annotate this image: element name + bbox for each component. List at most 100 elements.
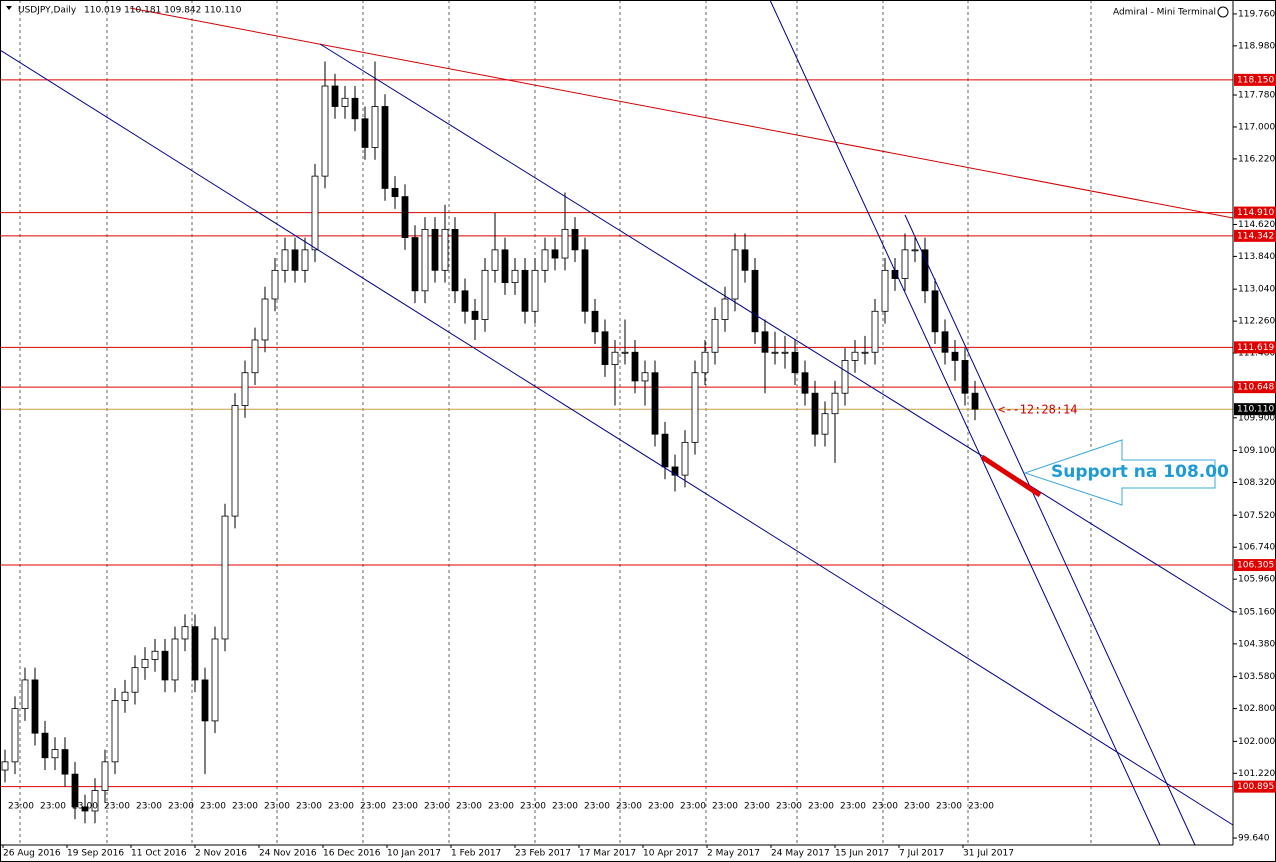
candle-body	[581, 249, 589, 312]
y-tick-label: 109.900	[1238, 413, 1275, 423]
session-label: 23:00	[72, 802, 98, 812]
y-tick-label: 105.960	[1238, 575, 1275, 585]
y-tick-label: 113.040	[1238, 285, 1275, 295]
y-tick-label: 108.320	[1238, 478, 1275, 488]
candle-body	[171, 638, 179, 681]
x-tick-label: 11 Oct 2016	[131, 849, 187, 859]
candle-body	[851, 351, 859, 361]
x-tick-label: 26 Aug 2016	[3, 849, 61, 859]
symbol-title: USDJPY,Daily	[18, 6, 77, 16]
candle-body	[111, 700, 119, 763]
candle-body	[71, 773, 79, 808]
candle-body	[551, 249, 559, 259]
candle-body	[371, 106, 379, 148]
candle-body	[191, 626, 199, 681]
x-tick-label: 15 Jun 2017	[835, 849, 889, 859]
y-tick-label: 117.780	[1238, 91, 1275, 101]
x-tick-label: 24 May 2017	[771, 849, 830, 859]
candle-body	[341, 97, 349, 107]
y-tick-label: 107.520	[1238, 511, 1275, 521]
session-label: 23:00	[840, 802, 866, 812]
candle-body	[321, 85, 329, 177]
candle-body	[561, 228, 569, 259]
session-label: 23:00	[552, 802, 578, 812]
y-tick-label: 109.100	[1238, 446, 1275, 456]
candle-body	[911, 249, 919, 252]
session-label: 23:00	[104, 802, 130, 812]
candle-body	[201, 679, 209, 722]
candle-body	[501, 249, 509, 284]
candle-body	[391, 188, 399, 198]
candle-body	[121, 691, 129, 701]
session-label: 23:00	[136, 802, 162, 812]
y-tick-label: 117.000	[1238, 122, 1275, 132]
x-tick-label: 19 Sep 2016	[67, 849, 124, 859]
session-label: 23:00	[904, 802, 930, 812]
candle-body	[231, 405, 239, 517]
session-label: 23:00	[392, 802, 418, 812]
candle-body	[51, 749, 59, 759]
session-label: 23:00	[936, 802, 962, 812]
session-label: 23:00	[168, 802, 194, 812]
candle-body	[241, 372, 249, 406]
countdown: <--12:28:14	[998, 403, 1077, 417]
candle-body	[221, 515, 229, 640]
candle-body	[491, 249, 499, 271]
y-tick-label: 112.260	[1238, 317, 1275, 327]
y-tick-label: 104.380	[1238, 639, 1275, 649]
candle-body	[721, 298, 729, 320]
session-label: 23:00	[8, 802, 34, 812]
session-label: 23:00	[584, 802, 610, 812]
x-tick-label: 24 Nov 2016	[259, 849, 317, 859]
candle-body	[41, 732, 49, 759]
x-tick-label: 2 May 2017	[707, 849, 760, 859]
level-label: 111.619	[1237, 343, 1274, 353]
terminal-icon	[1217, 6, 1229, 18]
annotation: Support na 108.00	[1051, 462, 1229, 482]
candle-body	[771, 351, 779, 354]
candle-body	[431, 228, 439, 271]
level-tag	[1234, 780, 1276, 793]
session-label: 23:00	[712, 802, 738, 812]
candle-body	[971, 392, 979, 410]
session-label: 23:00	[264, 802, 290, 812]
session-label: 23:00	[680, 802, 706, 812]
x-tick-label: 23 Feb 2017	[515, 849, 571, 859]
candle-body	[381, 106, 389, 189]
trend-lines	[0, 0, 1234, 846]
candle-body	[331, 85, 339, 107]
candle-body	[811, 392, 819, 435]
candle-body	[921, 249, 929, 292]
candle-body	[571, 228, 579, 251]
session-label: 23:00	[872, 802, 898, 812]
candle-body	[871, 310, 879, 353]
candle-body	[531, 269, 539, 312]
candle-body	[631, 351, 639, 382]
level-tag	[1234, 206, 1276, 219]
candle-body	[731, 249, 739, 300]
candle-body	[271, 269, 279, 300]
session-label: 23:00	[40, 802, 66, 812]
level-tag	[1234, 341, 1276, 354]
y-tick-label: 118.980	[1238, 41, 1275, 51]
candle-body	[781, 351, 789, 354]
candle-body	[291, 249, 299, 271]
candle-body	[661, 433, 669, 468]
session-label: 23:00	[360, 802, 386, 812]
time-axis-area	[0, 845, 1276, 862]
candle-body	[11, 708, 19, 763]
y-tick-label: 116.220	[1238, 154, 1275, 164]
candle-body	[521, 269, 529, 312]
x-tick-label: 10 Jan 2017	[387, 849, 441, 859]
x-tick-label: 17 Mar 2017	[579, 849, 636, 859]
y-tick-label: 103.580	[1238, 672, 1275, 682]
candle-body	[611, 351, 619, 365]
candle-body	[101, 761, 109, 791]
session-label: 23:00	[616, 802, 642, 812]
current-price-label: 110.110	[1237, 405, 1274, 415]
candle-body	[181, 626, 189, 640]
candle-body	[441, 228, 449, 271]
candle-body	[471, 310, 479, 320]
y-tick-label: 102.000	[1238, 737, 1275, 747]
